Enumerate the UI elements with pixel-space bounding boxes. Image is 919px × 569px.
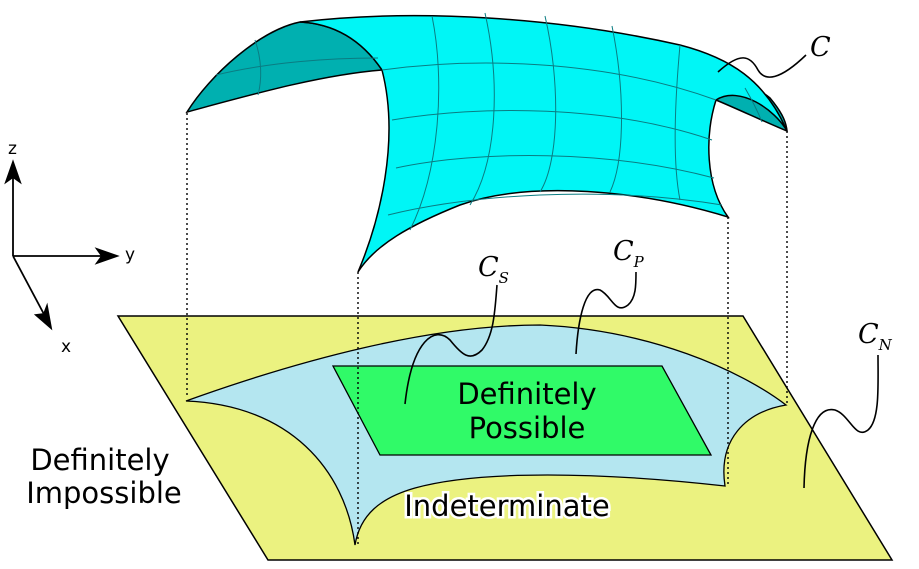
x-axis bbox=[12, 255, 47, 319]
projection-lines bbox=[186, 113, 788, 545]
axes bbox=[4, 159, 120, 331]
z-arrowhead bbox=[4, 159, 22, 185]
symbol-cs: CS bbox=[478, 252, 509, 287]
leader-c bbox=[717, 54, 807, 78]
symbol-cn-base: C bbox=[858, 319, 879, 350]
indeterminate-label: Indeterminate bbox=[404, 489, 609, 523]
surface-main bbox=[299, 14, 788, 273]
symbol-cn-sub: N bbox=[878, 336, 893, 354]
definitely-possible-line2: Possible bbox=[469, 411, 586, 445]
leader-cp bbox=[575, 271, 637, 355]
y-axis-label: y bbox=[125, 245, 135, 265]
definitely-impossible-line2: Impossible bbox=[26, 476, 182, 510]
z-axis-label: z bbox=[8, 139, 17, 159]
symbol-cs-base: C bbox=[478, 252, 499, 283]
leader-cs bbox=[404, 284, 498, 405]
symbol-cn: CN bbox=[858, 319, 893, 354]
leader-cn bbox=[803, 354, 879, 489]
possible-region bbox=[331, 365, 713, 456]
y-arrowhead bbox=[94, 247, 120, 265]
symbol-cp: CP bbox=[613, 236, 645, 271]
symbol-c: C bbox=[810, 32, 831, 63]
surface-c bbox=[185, 12, 788, 273]
symbol-cp-sub: P bbox=[633, 253, 645, 271]
x-arrowhead bbox=[33, 302, 53, 331]
symbol-cs-sub: S bbox=[499, 269, 509, 287]
definitely-possible-line1: Definitely bbox=[457, 377, 596, 411]
definitely-impossible-line1: Definitely bbox=[30, 443, 169, 477]
label-leaders bbox=[404, 54, 879, 489]
x-axis-label: x bbox=[61, 337, 71, 357]
symbol-cp-base: C bbox=[613, 236, 634, 267]
symbol-c-base: C bbox=[810, 32, 831, 63]
